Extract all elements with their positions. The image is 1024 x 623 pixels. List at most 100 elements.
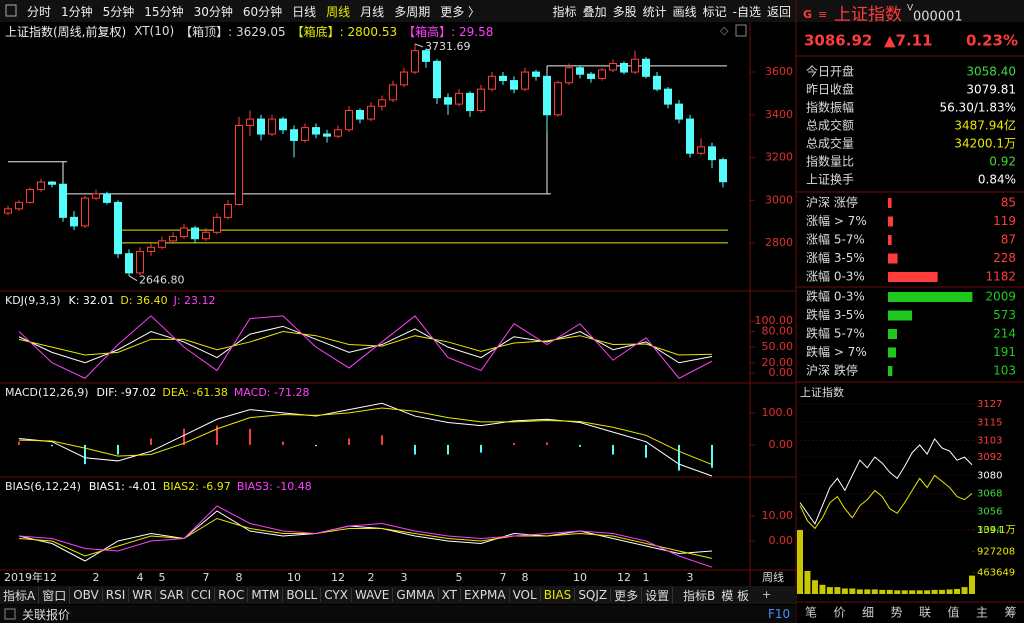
period-tab[interactable]: 60分钟 — [242, 4, 283, 19]
tool-button[interactable]: 统计 — [642, 4, 667, 19]
stat-label: 今日开盘 — [806, 64, 854, 79]
tool-button[interactable]: 标记 — [702, 4, 727, 19]
macd-bar — [216, 425, 218, 445]
x-tick-label: 7 — [203, 571, 210, 584]
x-tick-label: 8 — [522, 571, 529, 584]
indicator-tab[interactable]: 指标B — [683, 588, 716, 603]
indicator-tab[interactable]: WR — [129, 588, 157, 602]
indicator-tab[interactable]: WAVE — [352, 588, 394, 602]
indicator-tab[interactable]: 模 板 — [721, 588, 750, 603]
nav-tab[interactable]: 笔 — [805, 605, 817, 620]
period-tab[interactable]: 分时 — [27, 4, 52, 19]
indicator-tab[interactable]: 窗口 — [39, 586, 71, 604]
indicator-tab[interactable]: GMMA — [393, 588, 439, 602]
x-tick-label: 10 — [573, 571, 587, 584]
indicator-line — [18, 407, 713, 466]
window-icon[interactable] — [735, 24, 747, 37]
indicator-tabs-right: 指标B 模 板 — [680, 586, 752, 604]
indicator-tab[interactable]: 指标A — [0, 586, 40, 604]
candle-body — [169, 236, 177, 242]
indicator-tab[interactable]: SQJZ — [575, 588, 612, 602]
candle-body — [609, 63, 617, 71]
y-tick-label: 3200 — [765, 151, 793, 164]
candle-body — [356, 110, 364, 120]
candle-body — [620, 63, 628, 73]
period-tab[interactable]: 1分钟 — [61, 4, 93, 19]
candle-body — [224, 204, 232, 218]
indicator-tab[interactable]: 更多 — [611, 586, 643, 604]
breadth-bar — [888, 216, 893, 227]
nav-tab[interactable]: 联 — [919, 606, 931, 620]
indicator-tab[interactable]: ROC — [215, 588, 249, 602]
breadth-label: 跌幅 0-3% — [806, 289, 865, 304]
period-tab[interactable]: 月线 — [360, 4, 385, 19]
candle-body — [433, 60, 441, 99]
period-tab[interactable]: 更多 〉 — [440, 4, 481, 19]
volume-bar — [849, 588, 856, 594]
breadth-value: 85 — [1001, 196, 1016, 210]
tool-button[interactable]: -自选 — [732, 4, 761, 19]
x-tick-label: 2 — [93, 571, 100, 584]
period-tab[interactable]: 15分钟 — [144, 4, 184, 19]
nav-tab[interactable]: 细 — [862, 606, 874, 620]
indicator-tab[interactable]: EXPMA — [461, 588, 510, 602]
tool-button[interactable]: 叠加 — [582, 4, 607, 19]
nav-tab[interactable]: 值 — [947, 605, 959, 620]
volume-bar — [916, 590, 923, 594]
add-tab[interactable]: + — [762, 588, 771, 601]
candle-body — [147, 246, 155, 253]
period-tab[interactable]: 周线 — [326, 4, 351, 19]
candle-body — [290, 129, 298, 141]
tool-button[interactable]: 画线 — [672, 4, 697, 19]
indicator-tab[interactable]: MTM — [248, 588, 284, 602]
nav-tab[interactable]: 价 — [833, 606, 845, 620]
nav-tab[interactable]: 主 — [976, 606, 988, 620]
tool-button[interactable]: 多股 — [612, 4, 637, 19]
indicator-tab[interactable]: BIAS — [541, 588, 576, 602]
status-right[interactable]: F10 — [768, 607, 791, 621]
indicator-tab[interactable]: XT — [439, 588, 461, 602]
tool-button[interactable]: 返回 — [766, 4, 791, 19]
breadth-value: 103 — [993, 364, 1016, 378]
indicator-tab[interactable]: VOL — [510, 588, 541, 602]
y-tick-label: 0.00 — [769, 438, 794, 451]
y-tick-label: 50.00 — [762, 340, 794, 353]
nav-tab[interactable]: 势 — [890, 606, 902, 620]
macd-bar — [150, 438, 152, 445]
candle-body — [301, 127, 309, 141]
nav-tab[interactable]: 筹 — [1004, 606, 1016, 620]
statusbar-bg — [0, 605, 796, 623]
volume-bar — [946, 589, 953, 594]
y-tick-label: 10.00 — [762, 509, 794, 522]
indicator-tab[interactable]: 设置 — [642, 586, 674, 604]
x-tick-label: 12 — [617, 571, 631, 584]
x-tick-label: 10 — [287, 571, 301, 584]
macd-bar — [513, 442, 515, 445]
indicator-tab[interactable]: RSI — [103, 588, 130, 602]
indicator-tab[interactable]: OBV — [70, 588, 103, 602]
candle-body — [510, 80, 518, 90]
indicator-tabs: 指标A 窗口 OBV RSI WR SAR CCI ROC MTM BOLL CYX WAVE GMMA… — [0, 586, 674, 604]
period-tab[interactable]: 多周期 — [394, 4, 431, 19]
candle-body — [411, 50, 419, 73]
low-pointer — [128, 275, 138, 282]
period-tab[interactable]: 30分钟 — [193, 4, 233, 19]
candle-body — [719, 159, 727, 183]
breadth-label: 涨幅 3-5% — [806, 250, 865, 265]
y-tick-label: 3000 — [765, 193, 793, 206]
period-tab[interactable]: 5分钟 — [102, 4, 135, 19]
y-tick-label: 80.00 — [762, 325, 794, 338]
tool-button[interactable]: 指标 — [552, 4, 577, 19]
quote-change: ▲7.11 — [884, 32, 933, 50]
diamond-icon[interactable]: ◇ — [720, 24, 729, 37]
indicator-tab[interactable]: BOLL — [283, 588, 322, 602]
indicator-tab[interactable]: CCI — [188, 588, 216, 602]
breadth-value: 1182 — [985, 270, 1016, 284]
indicator-tab[interactable]: CYX — [321, 588, 352, 602]
x-tick-label: 4 — [137, 571, 144, 584]
indicator-tab[interactable]: SAR — [156, 588, 188, 602]
chart-title: 上证指数(周线,前复权) — [5, 24, 127, 39]
period-tab[interactable]: 日线 — [292, 4, 317, 19]
